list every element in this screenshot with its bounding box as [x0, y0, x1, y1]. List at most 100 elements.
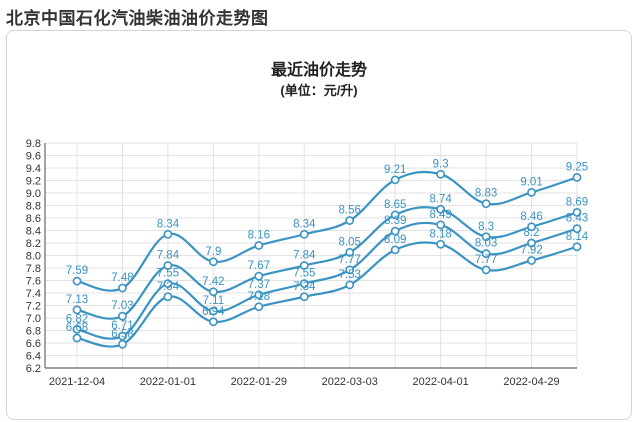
data-label: 8.03	[475, 238, 497, 250]
data-label: 7.92	[520, 245, 542, 257]
data-label: 8.49	[429, 209, 451, 221]
data-point	[118, 283, 127, 293]
series-group	[72, 169, 582, 349]
chart-subtitle: (单位：元/升)	[280, 83, 357, 98]
data-label: 8.74	[429, 193, 452, 205]
data-label: 8.14	[566, 231, 589, 243]
data-label: 6.94	[202, 306, 225, 318]
data-point	[345, 280, 355, 290]
data-label: 9.21	[384, 164, 406, 176]
data-label: 7.9	[205, 246, 221, 258]
data-point	[118, 331, 127, 341]
data-point	[254, 271, 264, 281]
data-label: 8.83	[475, 188, 497, 200]
chart-panel: 最近油价走势 (单位：元/升) 6.2 6.4 6.6 6.8 7.0 7.2 7.4 7.6…	[6, 30, 632, 420]
data-point	[299, 292, 309, 302]
data-point	[527, 222, 536, 232]
data-label: 7.53	[339, 269, 361, 281]
data-point	[72, 276, 82, 286]
y-tick-label: 6.4	[26, 351, 41, 363]
data-point	[72, 305, 82, 315]
y-tick-label: 8.0	[26, 251, 41, 263]
data-point	[345, 216, 355, 225]
data-label: 8.39	[384, 215, 406, 227]
data-point	[72, 333, 82, 343]
chart-title: 最近油价走势	[271, 60, 367, 79]
data-label: 8.2	[524, 227, 540, 239]
x-tick-label: 2022-04-01	[412, 376, 468, 388]
data-label: 7.59	[66, 265, 88, 277]
line-chart: 最近油价走势 (单位：元/升) 6.26.46.66.87.07.27.47.6…	[26, 60, 589, 388]
data-point	[208, 287, 218, 297]
data-label: 7.37	[248, 279, 270, 291]
data-label: 7.55	[293, 268, 315, 280]
data-point	[436, 169, 446, 179]
data-label: 8.69	[566, 196, 588, 208]
data-point	[527, 256, 536, 265]
data-point	[572, 242, 582, 252]
x-tick-label: 2022-01-01	[140, 376, 196, 388]
series-line	[76, 170, 578, 292]
data-label: 7.34	[293, 281, 316, 293]
data-label: 9.01	[520, 176, 542, 188]
y-tick-label: 7.6	[26, 276, 41, 288]
data-label: 7.84	[157, 250, 180, 262]
series-line	[76, 206, 578, 320]
data-point	[390, 175, 400, 185]
y-tick-label: 7.8	[26, 263, 41, 275]
y-tick-label: 9.0	[26, 188, 41, 200]
data-label: 8.34	[293, 218, 316, 230]
data-label: 7.67	[248, 260, 270, 272]
y-tick-label: 7.4	[26, 288, 41, 300]
data-label: 6.71	[111, 320, 133, 332]
data-point	[163, 292, 173, 302]
x-tick-label: 2021-12-04	[49, 376, 105, 388]
data-point	[208, 317, 218, 327]
y-tick-label: 7.2	[26, 301, 41, 313]
data-point	[436, 204, 446, 214]
data-point	[390, 210, 400, 220]
data-point	[345, 247, 355, 257]
data-point	[572, 172, 582, 182]
data-label: 7.77	[339, 254, 361, 266]
data-point	[481, 199, 491, 209]
data-point	[254, 302, 264, 312]
data-point	[299, 279, 309, 289]
data-point	[436, 220, 446, 230]
y-tick-label: 9.4	[26, 163, 41, 175]
data-label: 8.46	[520, 211, 542, 223]
data-label: 8.09	[384, 234, 406, 246]
data-point	[527, 238, 536, 248]
y-tick-label: 6.6	[26, 338, 41, 350]
data-point	[345, 265, 355, 275]
page-title: 北京中国石化汽油柴油油价走势图	[6, 9, 269, 28]
data-label: 8.16	[248, 230, 270, 242]
data-point	[254, 241, 264, 250]
y-tick-label: 8.2	[26, 238, 41, 250]
data-point	[163, 229, 173, 239]
axes: 6.26.46.66.87.07.27.47.67.88.08.28.48.68…	[26, 138, 577, 388]
data-point	[72, 324, 82, 334]
data-label: 7.34	[157, 281, 180, 293]
data-label: 7.84	[293, 250, 316, 262]
data-point	[481, 265, 491, 275]
data-label: 7.48	[111, 272, 133, 284]
data-point	[208, 257, 218, 267]
data-point	[481, 249, 491, 259]
data-point	[299, 229, 309, 239]
data-label: 7.42	[202, 276, 224, 288]
x-tick-label: 2022-04-29	[503, 376, 559, 388]
y-tick-label: 9.8	[26, 138, 41, 150]
data-point	[527, 187, 536, 197]
data-label: 8.05	[339, 236, 361, 248]
x-tick-label: 2022-03-03	[322, 376, 378, 388]
data-point	[118, 311, 127, 321]
x-tick-label: 2022-01-29	[231, 376, 287, 388]
data-label: 9.25	[566, 161, 588, 173]
data-label: 7.18	[248, 291, 270, 303]
data-label: 6.58	[111, 328, 133, 340]
y-tick-label: 6.8	[26, 326, 41, 338]
data-label: 7.03	[111, 300, 133, 312]
y-tick-label: 6.2	[26, 363, 41, 375]
data-point	[163, 279, 173, 289]
